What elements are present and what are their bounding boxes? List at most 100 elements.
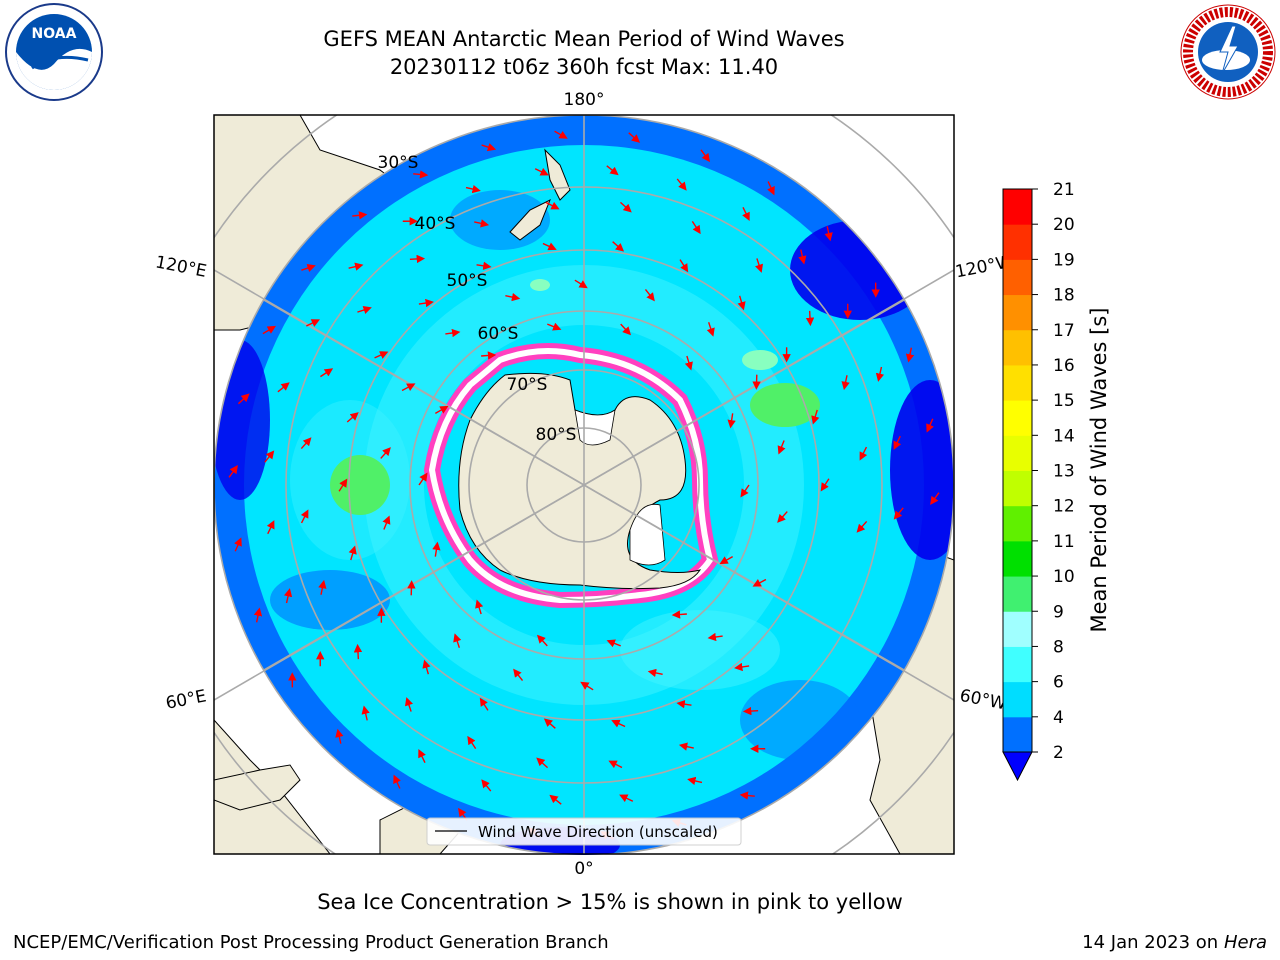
colorbar-segment: [1003, 189, 1032, 225]
footer-date-text: 14 Jan 2023 on: [1082, 932, 1224, 953]
wind-arrow: [432, 541, 441, 557]
lon-label-0: 0°: [574, 859, 593, 879]
wind-arrow: [574, 279, 588, 289]
wind-arrow: [382, 515, 391, 530]
wind-arrow: [644, 289, 655, 302]
wind-arrow: [465, 184, 481, 194]
wind-arrow: [554, 130, 568, 139]
lat-label-80s: 80°S: [536, 425, 577, 445]
wind-arrow: [679, 259, 689, 273]
chart-title: GEFS MEAN Antarctic Mean Period of Wind …: [323, 27, 845, 51]
chart-subtitle: 20230112 t06z 360h fcst Max: 11.40: [389, 55, 779, 79]
wind-arrow: [237, 393, 250, 405]
colorbar-segment: [1003, 681, 1032, 718]
colorbar-tick-label: 18: [1053, 286, 1075, 306]
wind-arrow: [798, 249, 807, 265]
wind-arrow: [691, 221, 701, 235]
wind-arrow: [805, 310, 815, 327]
colorbar-segment: [1003, 294, 1032, 331]
wind-arrow: [755, 258, 764, 273]
wind-arrow: [513, 668, 524, 682]
wind-arrow: [700, 149, 711, 163]
colorbar-tick-label: 4: [1053, 708, 1064, 728]
wind-arrow: [734, 662, 750, 672]
wind-arrow: [301, 264, 316, 273]
colorbar-segment: [1003, 716, 1032, 753]
colorbar-tick-label: 19: [1053, 250, 1075, 270]
wind-arrow: [856, 520, 868, 533]
graticule: [214, 115, 954, 854]
colorbar-segment: [1003, 224, 1032, 260]
wind-arrow: [264, 450, 275, 463]
colorbar-tick-label: 21: [1053, 180, 1075, 200]
wind-arrow: [620, 323, 632, 336]
wind-arrow: [393, 774, 401, 789]
wind-arrow: [687, 776, 703, 786]
colorbar-label: Mean Period of Wind Waves [s]: [1087, 308, 1111, 633]
lon-label-60e: 60°E: [164, 686, 208, 713]
map-legend: Wind Wave Direction (unscaled): [426, 817, 742, 846]
wind-arrow: [543, 718, 556, 729]
wind-arrow: [777, 440, 786, 455]
colorbar-tick-label: 10: [1053, 567, 1075, 587]
noaa-logo-text: NOAA: [32, 26, 77, 42]
latitude-labels: 30°S 40°S 50°S 60°S 70°S 80°S: [378, 153, 577, 445]
wind-arrow: [820, 478, 830, 492]
lat-label-40s: 40°S: [415, 214, 456, 234]
wind-arrow: [824, 226, 833, 242]
colorbar-extend-arrow: [1002, 751, 1033, 782]
wind-arrow: [474, 219, 490, 228]
wind-arrow: [374, 351, 389, 359]
wind-arrow: [300, 437, 312, 450]
wind-arrow: [930, 492, 940, 506]
colorbar-segment: [1003, 646, 1032, 683]
wind-arrow: [481, 143, 497, 152]
colorbar-tick-label: 16: [1053, 356, 1075, 376]
wind-arrow: [234, 537, 242, 552]
colorbar-tick-label: 17: [1053, 321, 1075, 341]
wind-arrow: [740, 484, 750, 498]
colorbar-segment: [1003, 364, 1032, 401]
wind-arrow: [283, 588, 293, 604]
wind-arrow: [475, 599, 484, 615]
noaa-logo-icon: NOAA: [5, 3, 103, 101]
wind-arrow: [476, 261, 492, 270]
footer-credit: NCEP/EMC/Verification Post Processing Pr…: [13, 932, 609, 953]
colorbar: 2 4 6 8 9 10 11 12 13 14 15 16 17 18 19 20 21: [1002, 180, 1075, 782]
colorbar-segment: [1003, 505, 1032, 542]
wind-arrow: [739, 791, 755, 800]
wind-arrow: [678, 742, 694, 751]
colorbar-tick-label: 13: [1053, 462, 1075, 482]
antarctica-landmass: [458, 372, 702, 590]
wind-arrow: [361, 705, 370, 721]
wind-arrow: [707, 632, 723, 642]
wind-arrow: [611, 719, 626, 728]
wind-arrow: [467, 735, 477, 749]
wind-arrow: [404, 697, 413, 712]
colorbar-segment: [1003, 611, 1032, 647]
colorbar-tick-label: 6: [1053, 673, 1064, 693]
wind-arrow: [418, 749, 426, 764]
wind-arrow: [926, 418, 934, 433]
wind-arrow: [346, 412, 359, 423]
wind-arrow: [228, 464, 238, 478]
wind-arrow: [542, 242, 557, 251]
wind-arrow: [752, 578, 767, 587]
wind-arrow: [266, 520, 275, 535]
wind-arrow: [875, 366, 885, 382]
wind-arrow: [409, 254, 426, 264]
wind-arrow: [893, 435, 902, 450]
wind-arrow: [737, 295, 746, 311]
wind-arrow: [706, 322, 715, 337]
colorbar-tick-label: 12: [1053, 497, 1075, 517]
wind-arrow: [767, 181, 775, 196]
wind-wave-arrows: [228, 130, 940, 840]
footer-machine: Hera: [1223, 932, 1267, 953]
nws-logo-icon: [1180, 4, 1276, 100]
wind-arrow: [320, 368, 334, 378]
colorbar-tick-label: 2: [1053, 743, 1064, 763]
lat-label-50s: 50°S: [447, 271, 488, 291]
wind-arrow: [348, 262, 364, 271]
wind-arrow: [676, 178, 687, 191]
